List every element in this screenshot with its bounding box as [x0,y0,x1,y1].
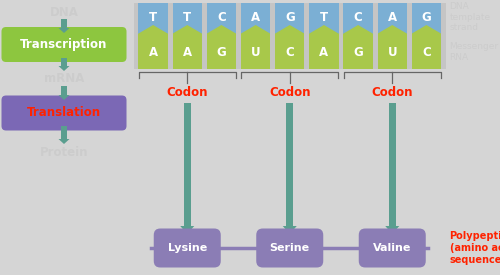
Polygon shape [61,57,67,66]
Text: Protein: Protein [40,147,88,160]
Polygon shape [307,25,341,35]
Text: Polypeptide
(amino acid
sequence): Polypeptide (amino acid sequence) [450,231,500,265]
Polygon shape [341,25,375,35]
Polygon shape [168,2,172,43]
Text: Codon: Codon [166,86,208,99]
Polygon shape [270,2,275,43]
Text: G: G [216,45,226,59]
Polygon shape [441,28,446,69]
Text: Serine: Serine [270,243,310,253]
FancyBboxPatch shape [2,27,126,62]
Polygon shape [236,2,241,43]
Polygon shape [170,25,204,35]
Polygon shape [373,2,378,43]
Text: G: G [285,11,294,24]
Text: C: C [286,45,294,59]
Text: C: C [217,11,226,24]
Text: A: A [182,45,192,59]
Polygon shape [373,28,378,69]
Polygon shape [375,35,410,45]
Polygon shape [58,139,70,144]
Polygon shape [61,86,67,95]
Polygon shape [338,28,344,69]
Text: Messenger
RNA: Messenger RNA [450,42,498,62]
Polygon shape [407,2,412,43]
Polygon shape [58,28,70,33]
Polygon shape [286,103,293,226]
Text: Lysine: Lysine [168,243,207,253]
Polygon shape [307,35,341,45]
Polygon shape [410,25,444,35]
Text: Translation: Translation [27,106,101,120]
Text: C: C [354,11,362,24]
Polygon shape [238,35,272,45]
Polygon shape [304,28,309,69]
Text: A: A [251,11,260,24]
Polygon shape [272,25,307,35]
Polygon shape [375,25,410,35]
Polygon shape [58,66,70,71]
Polygon shape [341,35,375,45]
Text: U: U [388,45,397,59]
Polygon shape [338,2,344,43]
Text: G: G [353,45,363,59]
Polygon shape [61,19,67,28]
Text: T: T [183,11,192,24]
Text: DNA: DNA [50,6,78,19]
Polygon shape [168,28,172,69]
FancyBboxPatch shape [2,95,126,131]
FancyBboxPatch shape [154,229,221,268]
Polygon shape [304,2,309,43]
Text: A: A [148,45,158,59]
Polygon shape [204,35,238,45]
Polygon shape [136,35,444,69]
Polygon shape [61,126,67,139]
Text: DNA
template
strand: DNA template strand [450,2,490,32]
Polygon shape [136,25,170,35]
FancyBboxPatch shape [359,229,426,268]
Polygon shape [386,226,399,234]
Polygon shape [441,2,446,43]
Text: Codon: Codon [372,86,413,99]
Polygon shape [407,28,412,69]
Text: Transcription: Transcription [20,38,108,51]
Polygon shape [270,28,275,69]
FancyBboxPatch shape [256,229,323,268]
Polygon shape [389,103,396,226]
Text: T: T [320,11,328,24]
Polygon shape [170,35,204,45]
Text: Valine: Valine [373,243,412,253]
Polygon shape [202,2,206,43]
Polygon shape [202,28,206,69]
Text: G: G [422,11,432,24]
Polygon shape [283,226,297,234]
Polygon shape [136,2,444,35]
Text: C: C [422,45,431,59]
Polygon shape [184,103,191,226]
Polygon shape [410,35,444,45]
Text: A: A [388,11,397,24]
Polygon shape [134,28,138,69]
Polygon shape [58,95,70,100]
Text: A: A [320,45,328,59]
Polygon shape [136,35,170,45]
Text: mRNA: mRNA [44,73,84,86]
Text: T: T [149,11,157,24]
Polygon shape [204,25,238,35]
Text: U: U [251,45,260,59]
Polygon shape [236,28,241,69]
Polygon shape [238,25,272,35]
Text: Codon: Codon [269,86,310,99]
Polygon shape [180,226,194,234]
Polygon shape [134,2,138,43]
Polygon shape [272,35,307,45]
